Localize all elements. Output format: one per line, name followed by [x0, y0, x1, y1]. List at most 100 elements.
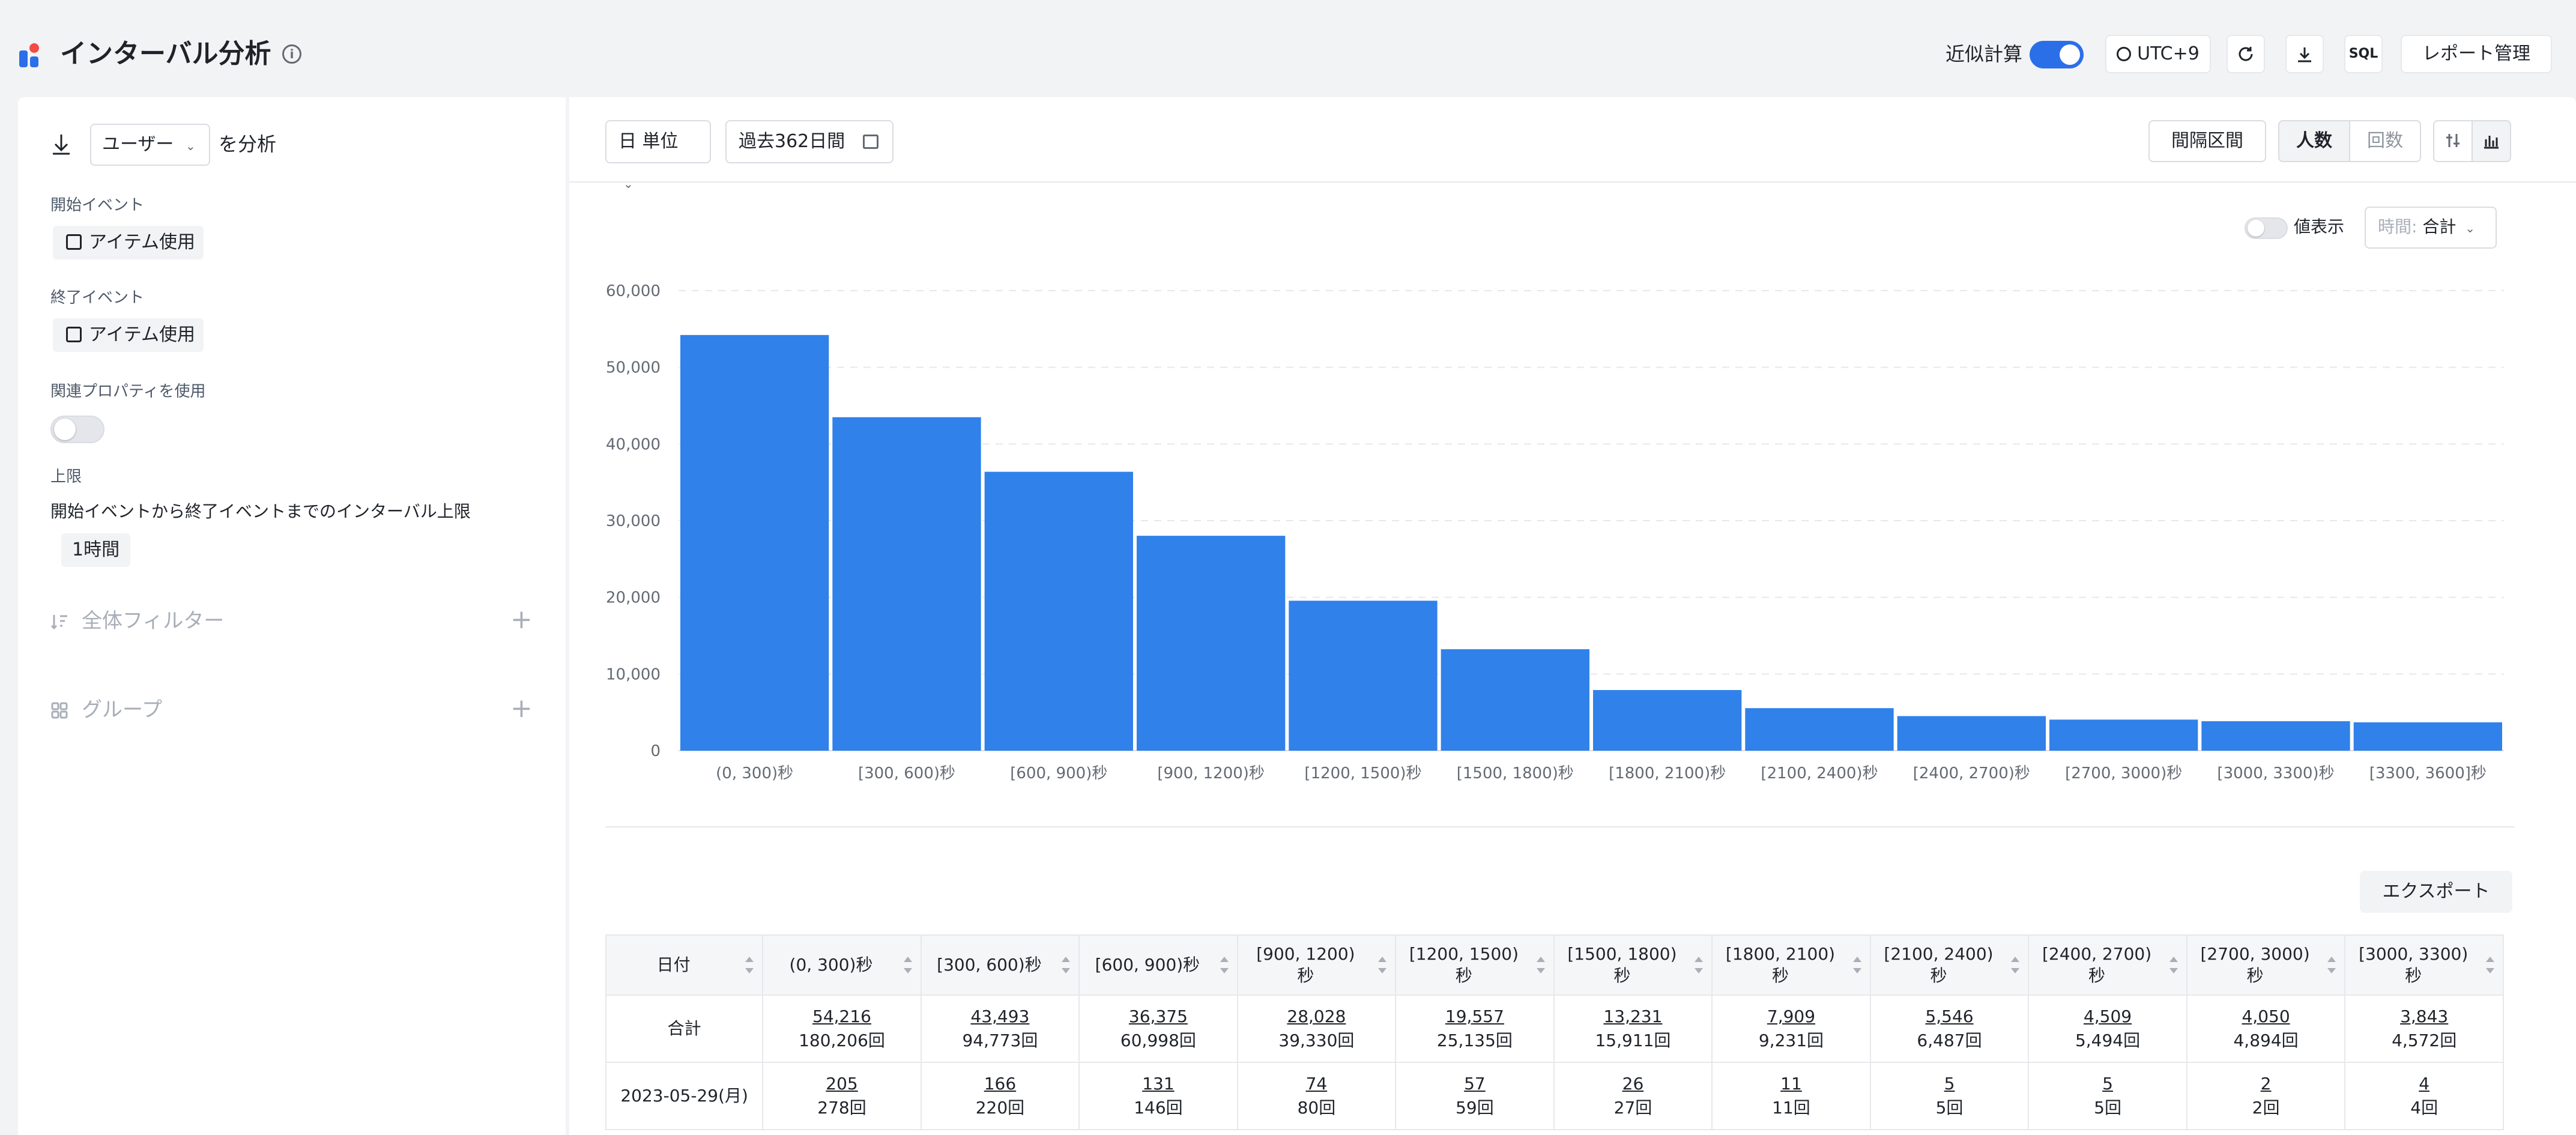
interval-column-header[interactable]: [3000, 3300) 秒	[2344, 934, 2504, 996]
bar[interactable]	[984, 471, 1133, 751]
bar[interactable]	[832, 417, 981, 751]
limit-value-chip[interactable]: 1時間	[61, 533, 131, 567]
interval-column-header[interactable]: [300, 600)秒	[920, 934, 1080, 996]
interval-column-header[interactable]: [2700, 3000) 秒	[2186, 934, 2346, 996]
sort-icon[interactable]	[2486, 957, 2494, 973]
add-group-icon[interactable]: +	[510, 693, 533, 724]
date-column-header[interactable]: 日付	[605, 934, 764, 996]
sort-icon[interactable]	[2327, 957, 2336, 973]
value-cell: 36,375 60,998回	[1078, 994, 1238, 1063]
bar[interactable]	[1897, 716, 2046, 751]
timezone-button[interactable]: UTC+9	[2105, 35, 2211, 73]
table-view-button[interactable]	[2433, 120, 2473, 162]
sort-icon[interactable]	[1536, 957, 1545, 973]
interval-column-header[interactable]: [1200, 1500) 秒	[1395, 934, 1555, 996]
granularity-select[interactable]: 日 単位 ⌄	[605, 120, 711, 191]
x-tick-label: [1800, 2100)秒	[1609, 764, 1726, 782]
event-icon	[66, 234, 82, 250]
user-count-link[interactable]: 74	[1305, 1074, 1328, 1094]
export-button[interactable]: エクスポート	[2360, 871, 2512, 913]
group-icon	[51, 702, 68, 719]
user-count-link[interactable]: 5,546	[1925, 1006, 1974, 1026]
interval-column-header[interactable]: (0, 300)秒	[762, 934, 922, 996]
end-event-chip[interactable]: アイテム使用	[53, 318, 204, 352]
sort-icon[interactable]	[1852, 957, 1861, 973]
user-count-link[interactable]: 4,050	[2242, 1006, 2290, 1026]
x-tick-label: [3300, 3600]秒	[2369, 764, 2487, 782]
bar[interactable]	[2201, 721, 2350, 751]
user-count-link[interactable]: 36,375	[1128, 1006, 1188, 1026]
add-filter-icon[interactable]: +	[510, 604, 533, 635]
user-count-link[interactable]: 7,909	[1767, 1006, 1816, 1026]
toolbar-divider	[569, 181, 2576, 183]
bar[interactable]	[1441, 649, 1589, 751]
interval-column-header[interactable]: [600, 900)秒	[1078, 934, 1238, 996]
bar[interactable]	[680, 334, 829, 751]
user-count-link[interactable]: 28,028	[1287, 1006, 1346, 1026]
sort-icon[interactable]	[903, 957, 912, 973]
user-count-link[interactable]: 131	[1142, 1074, 1175, 1094]
sort-icon[interactable]	[745, 957, 754, 973]
interval-column-header[interactable]: [2400, 2700) 秒	[2028, 934, 2187, 996]
sort-icon[interactable]	[1378, 957, 1387, 973]
interval-range-button[interactable]: 間隔区間	[2148, 120, 2266, 162]
sort-icon[interactable]	[2169, 957, 2178, 973]
approx-calc-toggle[interactable]	[2030, 41, 2084, 68]
sort-icon[interactable]	[1062, 957, 1071, 973]
refresh-button[interactable]	[2227, 35, 2265, 73]
analyze-target-select[interactable]: ユーザー ⌄	[90, 124, 210, 166]
user-count-link[interactable]: 5	[2102, 1074, 2113, 1094]
user-count-link[interactable]: 54,216	[812, 1006, 871, 1026]
user-count-link[interactable]: 19,557	[1445, 1006, 1504, 1026]
user-count-link[interactable]: 2	[2260, 1074, 2272, 1094]
event-count: 5回	[2094, 1098, 2121, 1118]
bar[interactable]	[1593, 690, 1742, 751]
info-icon[interactable]: i	[282, 44, 301, 64]
user-count-link[interactable]: 3,843	[2400, 1006, 2449, 1026]
value-display-toggle[interactable]	[2245, 217, 2288, 239]
sort-icon[interactable]	[1220, 957, 1229, 973]
start-event-chip[interactable]: アイテム使用	[53, 226, 204, 259]
user-count-link[interactable]: 166	[984, 1074, 1017, 1094]
value-cell: 26 27回	[1553, 1062, 1713, 1130]
interval-column-header[interactable]: [1500, 1800) 秒	[1553, 934, 1713, 996]
report-management-button[interactable]: レポート管理	[2401, 35, 2552, 73]
x-tick-label: [300, 600)秒	[858, 764, 955, 782]
sort-icon[interactable]	[1695, 957, 1704, 973]
interval-column-header[interactable]: [900, 1200) 秒	[1236, 934, 1397, 996]
user-count-link[interactable]: 26	[1622, 1074, 1644, 1094]
user-count-link[interactable]: 43,493	[970, 1006, 1030, 1026]
count-tab[interactable]: 回数	[2349, 120, 2421, 162]
user-count-link[interactable]: 4	[2419, 1074, 2430, 1094]
user-count-link[interactable]: 11	[1780, 1074, 1802, 1094]
event-count: 5,494回	[2075, 1031, 2141, 1050]
related-prop-toggle[interactable]	[50, 416, 104, 443]
interval-column-header[interactable]: [1800, 2100) 秒	[1711, 934, 1871, 996]
value-cell: 13,231 15,911回	[1553, 994, 1713, 1063]
bar[interactable]	[2049, 719, 2198, 751]
sort-icon[interactable]	[2011, 957, 2020, 973]
bar-chart-view-button[interactable]	[2472, 120, 2511, 162]
bar[interactable]	[2353, 722, 2502, 751]
user-count-link[interactable]: 205	[826, 1074, 858, 1094]
value-cell: 57 59回	[1395, 1062, 1555, 1130]
value-cell: 4,509 5,494回	[2028, 994, 2187, 1063]
download-button[interactable]	[2285, 35, 2324, 73]
sql-button[interactable]: SQL	[2344, 35, 2383, 73]
table-header-row: 日付 (0, 300)秒 [300, 600)秒 [600, 900)秒 [900, 1…	[605, 934, 2504, 996]
bar[interactable]	[1745, 708, 1894, 751]
y-tick-label: 10,000	[606, 665, 661, 683]
interval-column-header[interactable]: [2100, 2400) 秒	[1869, 934, 2030, 996]
date-range-picker[interactable]: 過去362日間	[725, 120, 893, 163]
value-cell: 4,050 4,894回	[2186, 994, 2346, 1063]
bar[interactable]	[1137, 536, 1286, 751]
user-count-link[interactable]: 57	[1464, 1074, 1486, 1094]
user-count-link[interactable]: 4,509	[2083, 1006, 2132, 1026]
time-aggregation-select[interactable]: 時間: 合計 ⌄	[2365, 207, 2497, 249]
bar[interactable]	[1289, 601, 1438, 751]
user-count-link[interactable]: 13,231	[1603, 1006, 1663, 1026]
value-cell: 131 146回	[1078, 1062, 1238, 1130]
user-count-link[interactable]: 5	[1944, 1074, 1955, 1094]
x-tick-label: [2700, 3000)秒	[2065, 764, 2182, 782]
people-tab[interactable]: 人数	[2278, 120, 2350, 162]
